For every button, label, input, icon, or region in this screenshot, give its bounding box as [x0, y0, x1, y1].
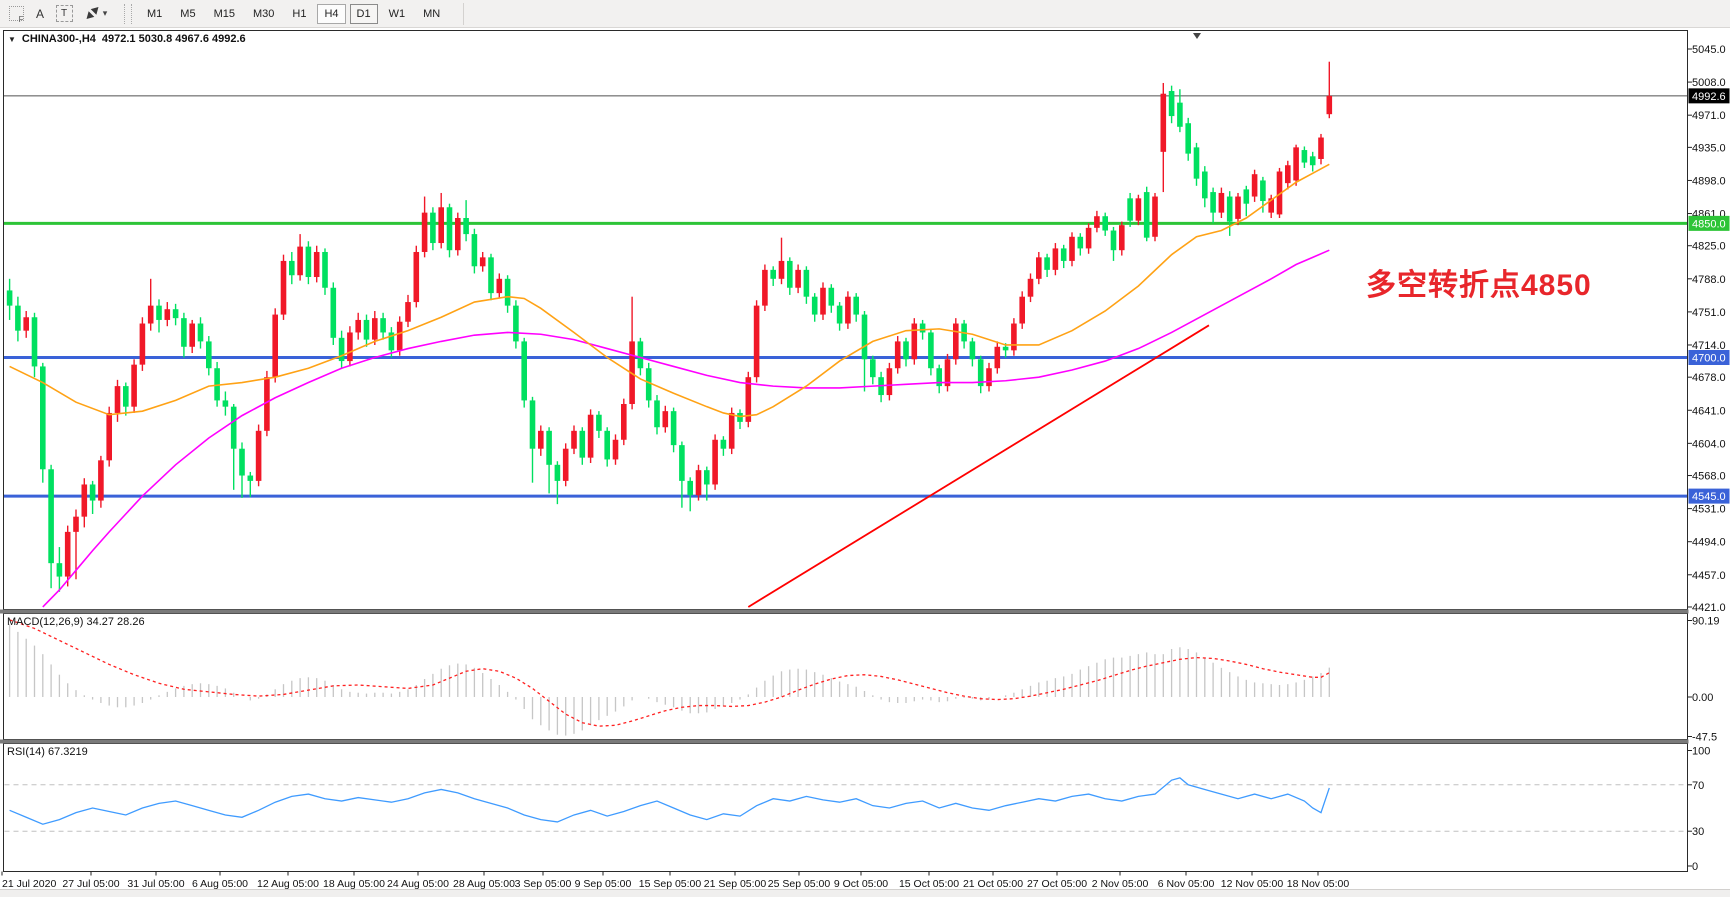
svg-text:4825.0: 4825.0 — [1692, 241, 1726, 253]
text-annotation[interactable]: 多空转折点4850 — [1366, 269, 1592, 302]
ma-slow-line — [42, 249, 1330, 608]
chart-shift-marker[interactable] — [1193, 33, 1201, 39]
text-box-tool-button[interactable]: T — [53, 3, 75, 25]
toolbar: F A T ▾ M1 M5 M15 M30 H1 H4 D1 W1 MN — [0, 0, 1730, 28]
svg-text:21 Oct 05:00: 21 Oct 05:00 — [963, 878, 1023, 890]
tf-button-m5[interactable]: M5 — [180, 7, 196, 20]
svg-text:4457.0: 4457.0 — [1692, 570, 1726, 582]
price-badge: 4545.0 — [1688, 488, 1730, 504]
svg-text:0: 0 — [1692, 861, 1698, 873]
panel-frame — [3, 743, 1688, 872]
svg-text:2 Nov 05:00: 2 Nov 05:00 — [1092, 878, 1149, 890]
svg-text:3 Sep 05:00: 3 Sep 05:00 — [515, 878, 572, 890]
panel-divider[interactable] — [0, 739, 1689, 744]
svg-text:4678.0: 4678.0 — [1692, 372, 1726, 384]
svg-text:27 Oct 05:00: 27 Oct 05:00 — [1027, 878, 1087, 890]
svg-text:4641.0: 4641.0 — [1692, 405, 1726, 417]
tf-button-h1[interactable]: H1 — [292, 7, 307, 20]
svg-text:4971.0: 4971.0 — [1692, 110, 1726, 122]
svg-text:18 Aug 05:00: 18 Aug 05:00 — [323, 878, 385, 890]
ohlc-values: 4972.1 5030.8 4967.6 4992.6 — [101, 33, 246, 45]
svg-text:6 Nov 05:00: 6 Nov 05:00 — [1158, 878, 1215, 890]
svg-text:4494.0: 4494.0 — [1692, 537, 1726, 549]
svg-text:9 Sep 05:00: 9 Sep 05:00 — [575, 878, 632, 890]
svg-text:70: 70 — [1692, 780, 1704, 792]
svg-text:4568.0: 4568.0 — [1692, 471, 1726, 483]
tf-button-mn[interactable]: MN — [423, 7, 441, 20]
letter-a-icon: A — [35, 6, 44, 21]
tf-button-m30[interactable]: M30 — [252, 7, 275, 20]
svg-text:0.00: 0.00 — [1692, 692, 1713, 704]
svg-text:5045.0: 5045.0 — [1692, 44, 1726, 56]
text-label-tool-button[interactable]: A — [29, 3, 51, 25]
tf-button-w1[interactable]: W1 — [388, 7, 406, 20]
rsi-axis[interactable]: 100 70 30 0 — [1687, 746, 1711, 874]
svg-text:5008.0: 5008.0 — [1692, 77, 1726, 89]
toolbar-grip — [124, 3, 132, 24]
svg-text:30: 30 — [1692, 826, 1704, 838]
svg-text:9 Oct 05:00: 9 Oct 05:00 — [834, 878, 888, 890]
svg-text:100: 100 — [1692, 746, 1710, 758]
svg-text:12 Aug 05:00: 12 Aug 05:00 — [257, 878, 319, 890]
svg-text:15 Sep 05:00: 15 Sep 05:00 — [639, 878, 702, 890]
price-badge: 4850.0 — [1688, 215, 1730, 231]
panel-divider[interactable] — [0, 609, 1689, 614]
tf-button-h4[interactable]: H4 — [317, 3, 346, 24]
price-axis[interactable]: 5045.05008.04971.04935.04898.04861.04825… — [1687, 44, 1730, 614]
svg-text:4531.0: 4531.0 — [1692, 504, 1726, 516]
svg-text:4700.0: 4700.0 — [1692, 352, 1726, 364]
trendline[interactable] — [747, 324, 1210, 608]
svg-text:90.19: 90.19 — [1692, 616, 1720, 628]
macd-histogram — [8, 624, 1330, 736]
svg-text:28 Aug 05:00: 28 Aug 05:00 — [453, 878, 515, 890]
chevron-down-icon: ▾ — [102, 8, 108, 18]
chart-title: ▼ CHINA300-,H4 4972.1 5030.8 4967.6 4992… — [8, 33, 246, 45]
tf-button-d1[interactable]: D1 — [349, 3, 378, 24]
crosshair-tool-button[interactable]: ▾ — [77, 3, 115, 25]
svg-text:-47.5: -47.5 — [1692, 732, 1717, 744]
svg-text:4751.0: 4751.0 — [1692, 307, 1726, 319]
svg-text:21 Jul 2020: 21 Jul 2020 — [2, 878, 56, 890]
macd-axis[interactable]: 90.19 0.00 -47.5 — [1687, 616, 1720, 744]
ma-fast-line — [9, 163, 1330, 418]
price-badge: 4700.0 — [1688, 349, 1730, 365]
svg-text:6 Aug 05:00: 6 Aug 05:00 — [192, 878, 248, 890]
svg-text:4714.0: 4714.0 — [1692, 340, 1726, 352]
time-axis[interactable]: 21 Jul 2020 27 Jul 05:00 31 Jul 05:00 6 Aug… — [1, 871, 1350, 891]
text-box-icon: T — [55, 5, 73, 22]
rsi-line — [9, 777, 1330, 825]
macd-signal-line — [9, 619, 1330, 727]
svg-text:4604.0: 4604.0 — [1692, 438, 1726, 450]
svg-text:4545.0: 4545.0 — [1692, 491, 1726, 503]
toolbar-separator — [463, 2, 465, 25]
svg-text:4935.0: 4935.0 — [1692, 142, 1726, 154]
svg-text:12 Nov 05:00: 12 Nov 05:00 — [1221, 878, 1284, 890]
svg-text:15 Oct 05:00: 15 Oct 05:00 — [899, 878, 959, 890]
svg-text:4992.6: 4992.6 — [1692, 91, 1726, 103]
rsi-indicator-label: RSI(14) 67.3219 — [7, 746, 88, 758]
svg-text:4850.0: 4850.0 — [1692, 218, 1726, 230]
macd-indicator-label: MACD(12,26,9) 34.27 28.26 — [7, 616, 145, 628]
window-bottom-strip — [0, 889, 1730, 897]
symbol-dropdown-icon[interactable]: ▼ — [8, 34, 16, 44]
svg-text:31 Jul 05:00: 31 Jul 05:00 — [127, 878, 184, 890]
tf-button-m1[interactable]: M1 — [147, 7, 163, 20]
svg-text:25 Sep 05:00: 25 Sep 05:00 — [768, 878, 831, 890]
tf-button-m15[interactable]: M15 — [213, 7, 235, 20]
svg-text:4788.0: 4788.0 — [1692, 274, 1726, 286]
templates-icon: F — [8, 6, 24, 24]
svg-text:18 Nov 05:00: 18 Nov 05:00 — [1287, 878, 1350, 890]
svg-text:4421.0: 4421.0 — [1692, 602, 1726, 614]
price-badge: 4992.6 — [1688, 88, 1730, 104]
svg-text:4898.0: 4898.0 — [1692, 175, 1726, 187]
symbol-period-label: CHINA300-,H4 — [21, 33, 96, 45]
svg-text:21 Sep 05:00: 21 Sep 05:00 — [704, 878, 767, 890]
svg-text:24 Aug 05:00: 24 Aug 05:00 — [387, 878, 449, 890]
svg-text:27 Jul 05:00: 27 Jul 05:00 — [62, 878, 119, 890]
templates-tool-button[interactable]: F — [5, 3, 27, 25]
